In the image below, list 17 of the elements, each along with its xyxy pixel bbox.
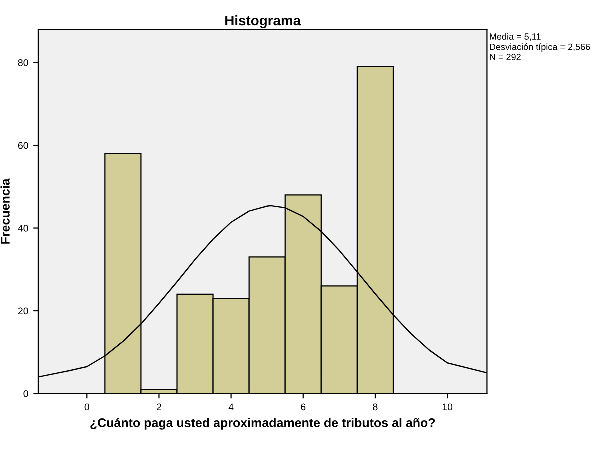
y-tick-label: 0 (24, 390, 28, 398)
x-tick-label: 8 (373, 404, 378, 411)
chart-title: Histograma (226, 15, 302, 28)
x-tick-label: 4 (228, 404, 234, 411)
text: Desviación típica = 2,566 (490, 44, 590, 52)
y-axis-title: Frecuencia (0, 178, 10, 244)
y-tick-label: 60 (18, 142, 28, 150)
x-tick-label: 6 (301, 404, 306, 411)
x-tick-label: 2 (157, 404, 162, 411)
x-axis-title: ¿Cuánto paga usted aproximadamente de tributos al año? (90, 418, 436, 430)
text: N = 292 (490, 54, 521, 60)
y-tick-label: 20 (18, 308, 28, 315)
y-tick-label: 40 (18, 225, 28, 232)
text: Media = 5,11 (490, 33, 541, 42)
x-tick-label: 0 (84, 404, 90, 411)
x-tick-label: 10 (442, 404, 453, 411)
y-tick-label: 80 (18, 60, 28, 66)
